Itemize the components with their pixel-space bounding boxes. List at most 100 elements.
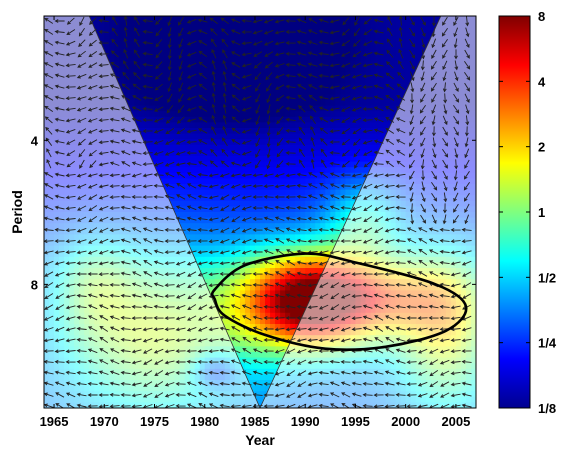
heatmap-cell	[139, 111, 146, 118]
heatmap-cell	[300, 189, 306, 196]
heatmap-cell	[360, 150, 367, 157]
heatmap-cell	[194, 94, 201, 101]
heatmap-cell	[340, 83, 346, 90]
heatmap-cell	[199, 223, 206, 230]
heatmap-cell	[260, 284, 266, 291]
heatmap-cell	[154, 55, 161, 62]
heatmap-cell	[249, 268, 256, 275]
heatmap-cell	[239, 133, 246, 140]
heatmap-cell	[285, 279, 291, 286]
heatmap-cell	[244, 335, 251, 342]
heatmap-cell	[244, 301, 251, 308]
heatmap-cell	[335, 122, 341, 129]
heatmap-cell	[179, 122, 186, 129]
heatmap-cell	[275, 139, 281, 146]
heatmap-cell	[285, 16, 291, 23]
heatmap-cell	[320, 144, 326, 151]
heatmap-cell	[290, 301, 296, 308]
heatmap-cell	[204, 167, 211, 174]
heatmap-cell	[330, 156, 336, 163]
heatmap-cell	[345, 21, 352, 28]
heatmap-cell	[204, 128, 211, 135]
heatmap-cell	[249, 21, 256, 28]
heatmap-cell	[164, 88, 171, 95]
heatmap-cell	[254, 206, 261, 213]
heatmap-cell	[244, 312, 251, 319]
heatmap-cell	[335, 66, 341, 73]
heatmap-cell	[405, 77, 412, 84]
heatmap-cell	[310, 27, 316, 34]
heatmap-cell	[184, 94, 191, 101]
heatmap-cell	[224, 296, 231, 303]
heatmap-cell	[229, 100, 236, 107]
heatmap-cell	[214, 144, 221, 151]
heatmap-cell	[345, 172, 352, 179]
heatmap-cell	[275, 307, 281, 314]
heatmap-cell	[295, 296, 301, 303]
heatmap-cell	[390, 88, 397, 95]
heatmap-cell	[270, 72, 276, 79]
heatmap-cell	[265, 167, 271, 174]
heatmap-cell	[214, 228, 221, 235]
heatmap-cell	[169, 122, 176, 129]
heatmap-cell	[275, 324, 281, 331]
heatmap-cell	[219, 189, 226, 196]
heatmap-cell	[194, 245, 201, 252]
heatmap-cell	[204, 150, 211, 157]
heatmap-cell	[265, 301, 271, 308]
heatmap-cell	[310, 284, 316, 291]
heatmap-cell	[335, 88, 341, 95]
heatmap-cell	[350, 60, 357, 67]
heatmap-cell	[275, 234, 281, 241]
heatmap-cell	[320, 111, 326, 118]
heatmap-cell	[154, 133, 161, 140]
heatmap-cell	[370, 105, 377, 112]
heatmap-cell	[285, 240, 291, 247]
heatmap-cell	[340, 206, 346, 213]
heatmap-cell	[270, 77, 276, 84]
heatmap-cell	[375, 111, 382, 118]
heatmap-cell	[199, 150, 206, 157]
heatmap-cell	[224, 66, 231, 73]
heatmap-cell	[219, 88, 226, 95]
heatmap-cell	[184, 195, 191, 202]
heatmap-cell	[260, 189, 266, 196]
heatmap-cell	[270, 44, 276, 51]
heatmap-cell	[280, 172, 286, 179]
heatmap-cell	[270, 49, 276, 56]
heatmap-cell	[144, 77, 151, 84]
heatmap-cell	[365, 167, 372, 174]
heatmap-cell	[249, 32, 256, 39]
heatmap-cell	[415, 55, 422, 62]
heatmap-cell	[295, 21, 301, 28]
heatmap-cell	[189, 32, 196, 39]
heatmap-cell	[285, 268, 291, 275]
heatmap-cell	[204, 133, 211, 140]
heatmap-cell	[415, 27, 422, 34]
heatmap-cell	[275, 144, 281, 151]
heatmap-cell	[420, 27, 427, 34]
heatmap-cell	[209, 32, 216, 39]
heatmap-cell	[214, 105, 221, 112]
heatmap-cell	[129, 100, 136, 107]
heatmap-cell	[355, 116, 362, 123]
heatmap-cell	[254, 307, 261, 314]
heatmap-cell	[275, 217, 281, 224]
heatmap-cell	[229, 105, 236, 112]
heatmap-cell	[290, 307, 296, 314]
heatmap-cell	[209, 172, 216, 179]
heatmap-cell	[219, 144, 226, 151]
heatmap-cell	[355, 133, 362, 140]
heatmap-cell	[199, 88, 206, 95]
heatmap-cell	[184, 217, 191, 224]
heatmap-cell	[239, 100, 246, 107]
heatmap-cell	[214, 60, 221, 67]
heatmap-cell	[265, 116, 271, 123]
heatmap-cell	[365, 83, 372, 90]
heatmap-cell	[320, 240, 326, 247]
heatmap-cell	[179, 217, 186, 224]
heatmap-cell	[280, 223, 286, 230]
heatmap-cell	[159, 178, 166, 185]
heatmap-cell	[219, 223, 226, 230]
heatmap-cell	[179, 206, 186, 213]
